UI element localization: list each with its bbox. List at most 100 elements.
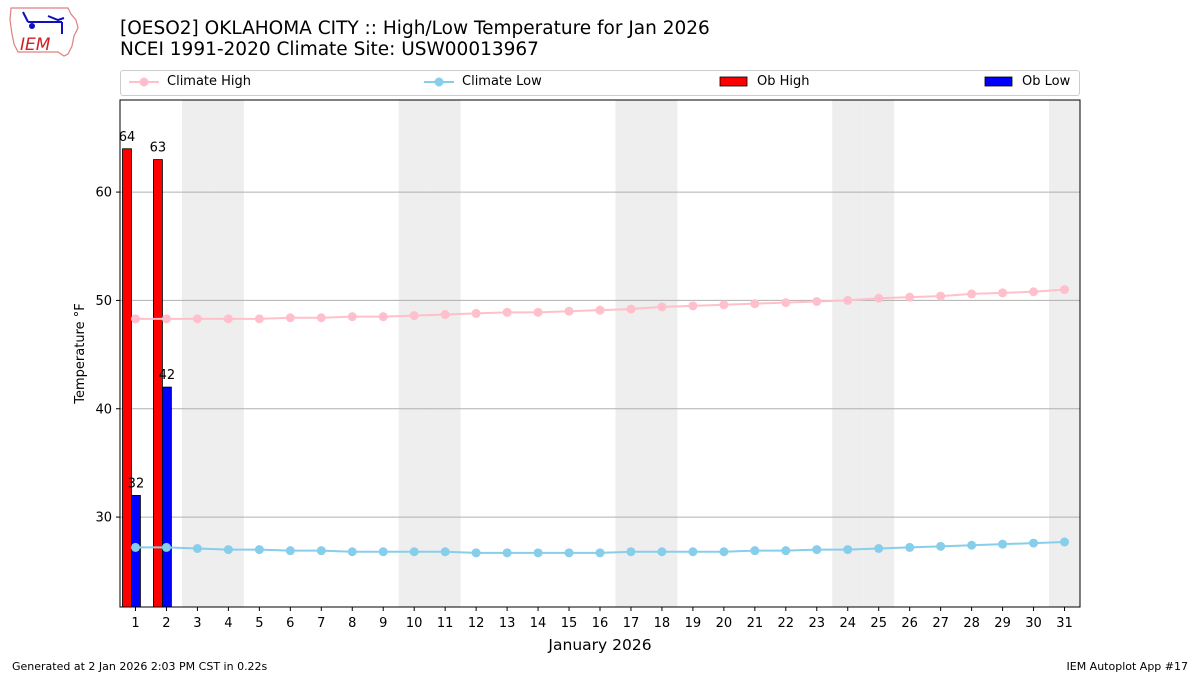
point-climate-low — [688, 547, 698, 557]
x-tick-label: 23 — [809, 616, 826, 631]
x-tick-label: 2 — [162, 616, 170, 631]
point-climate-low — [161, 542, 171, 552]
point-climate-low — [1029, 538, 1039, 548]
point-climate-high — [440, 310, 450, 319]
legend-climate-low: Climate Low — [424, 74, 542, 89]
weekend-band — [212, 100, 244, 607]
svg-text:IEM: IEM — [20, 35, 51, 55]
point-climate-high — [471, 308, 481, 318]
legend-ob-high: Ob High — [719, 74, 810, 89]
x-tick-label: 22 — [778, 616, 795, 631]
point-climate-high — [967, 289, 977, 299]
weekend-band — [398, 100, 430, 607]
point-climate-high — [533, 307, 543, 317]
x-tick-label: 14 — [530, 616, 547, 631]
x-tick-label: 6 — [286, 616, 294, 631]
y-axis-label: Temperature °F — [73, 303, 88, 404]
weekend-band — [1049, 100, 1080, 607]
bar-label: 32 — [128, 476, 145, 491]
point-climate-high — [1060, 285, 1070, 295]
x-tick-label: 31 — [1056, 616, 1073, 631]
point-climate-high — [595, 305, 605, 315]
point-climate-low — [223, 545, 233, 555]
footer-generated: Generated at 2 Jan 2026 2:03 PM CST in 0… — [12, 660, 268, 673]
point-climate-low — [905, 542, 915, 552]
iem-logo: IEM — [8, 6, 80, 62]
point-climate-high — [130, 314, 140, 324]
x-tick-label: 9 — [379, 616, 387, 631]
weekend-band — [615, 100, 647, 607]
point-climate-low — [285, 546, 295, 556]
point-climate-low — [440, 547, 450, 557]
point-climate-low — [967, 540, 977, 550]
bar-label: 64 — [119, 130, 136, 145]
x-tick-label: 21 — [747, 616, 764, 631]
weekend-band — [646, 100, 678, 607]
line-climate-low — [135, 541, 1065, 554]
y-tick-label: 60 — [95, 186, 112, 201]
x-tick-label: 19 — [685, 616, 702, 631]
x-tick-label: 18 — [654, 616, 671, 631]
x-tick-label: 3 — [193, 616, 201, 631]
bar-ob-low — [131, 495, 141, 607]
point-climate-low — [564, 548, 574, 558]
point-climate-low — [812, 545, 822, 555]
point-climate-low — [781, 546, 791, 556]
point-climate-high — [502, 307, 512, 317]
x-tick-label: 27 — [932, 616, 949, 631]
x-tick-label: 12 — [468, 616, 485, 631]
point-climate-low — [719, 547, 729, 557]
x-tick-label: 29 — [994, 616, 1011, 631]
point-climate-low — [843, 545, 853, 555]
x-tick-label: 5 — [255, 616, 263, 631]
point-climate-low — [998, 539, 1008, 549]
point-climate-low — [254, 545, 264, 555]
y-tick-label: 40 — [95, 402, 112, 417]
chart-title: [OESO2] OKLAHOMA CITY :: High/Low Temper… — [120, 18, 710, 60]
bar-label: 63 — [150, 141, 167, 156]
x-tick-label: 30 — [1025, 616, 1042, 631]
point-climate-low — [657, 547, 667, 557]
legend-label: Ob Low — [1022, 74, 1071, 89]
bar-label: 42 — [159, 368, 176, 383]
point-climate-low — [626, 547, 636, 557]
point-climate-low — [502, 548, 512, 558]
point-climate-high — [1029, 287, 1039, 297]
point-climate-low — [533, 548, 543, 558]
x-tick-label: 15 — [561, 616, 578, 631]
point-climate-low — [750, 546, 760, 556]
point-climate-low — [874, 544, 884, 553]
x-tick-label: 26 — [901, 616, 918, 631]
point-climate-low — [936, 541, 946, 551]
weekend-band — [863, 100, 895, 607]
x-tick-label: 28 — [963, 616, 980, 631]
point-climate-high — [905, 292, 915, 302]
point-climate-high — [936, 291, 946, 301]
title-line-2: NCEI 1991-2020 Climate Site: USW00013967 — [120, 39, 539, 60]
x-tick-label: 11 — [437, 616, 454, 631]
point-climate-high — [347, 312, 357, 322]
x-tick-label: 7 — [317, 616, 325, 631]
point-climate-low — [471, 548, 481, 558]
y-tick-label: 30 — [95, 511, 112, 526]
x-axis-label: January 2026 — [547, 636, 651, 654]
point-climate-high — [719, 300, 729, 310]
point-climate-low — [347, 547, 357, 557]
x-tick-label: 4 — [224, 616, 232, 631]
legend-climate-high: Climate High — [129, 74, 251, 89]
point-climate-low — [316, 546, 326, 556]
weekend-band — [832, 100, 864, 607]
point-climate-high — [781, 298, 791, 308]
point-climate-high — [285, 313, 295, 323]
point-climate-high — [192, 314, 202, 324]
point-climate-high — [657, 302, 667, 312]
bar-ob-low — [162, 386, 172, 607]
point-climate-high — [626, 304, 636, 314]
x-tick-label: 17 — [623, 616, 640, 631]
title-line-1: [OESO2] OKLAHOMA CITY :: High/Low Temper… — [120, 18, 710, 39]
weekend-band — [181, 100, 213, 607]
point-climate-low — [595, 548, 605, 558]
point-climate-high — [564, 306, 574, 316]
point-climate-high — [843, 295, 853, 305]
